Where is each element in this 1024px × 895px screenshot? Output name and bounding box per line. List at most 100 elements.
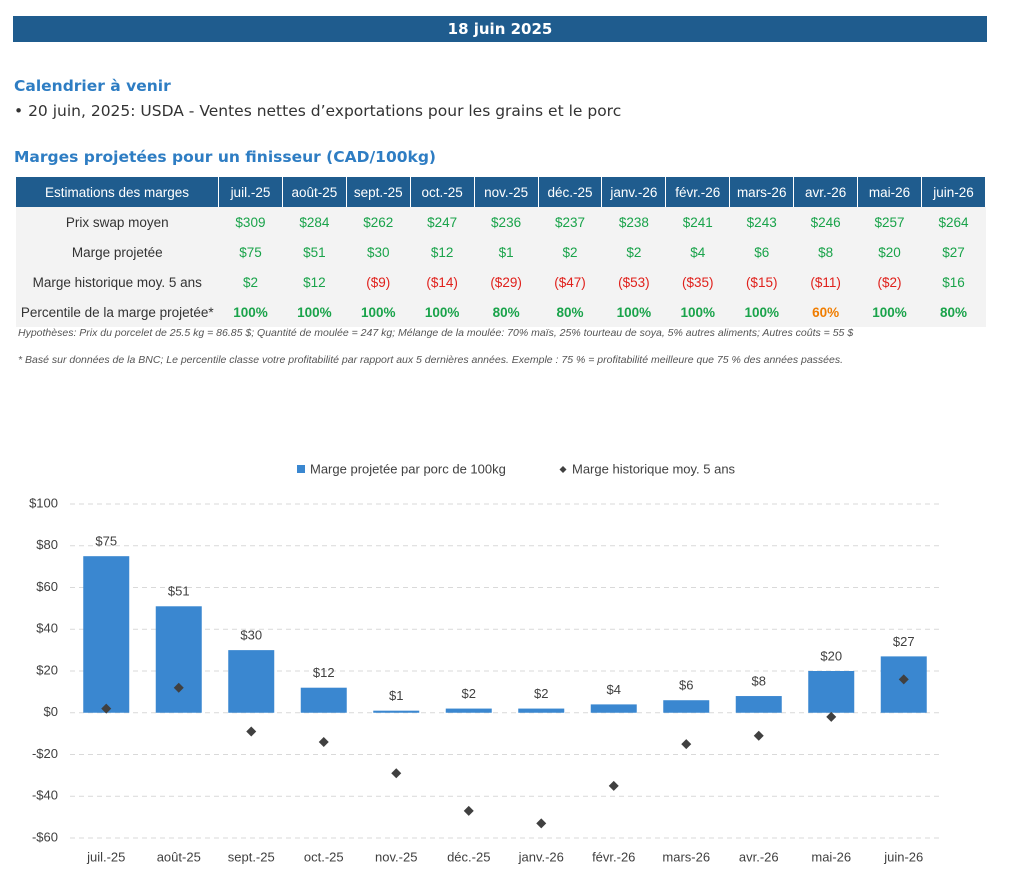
data-label: $75 <box>95 534 117 549</box>
chart: -$60 -$40 -$20 $0 $20 $40 $60 $80 $100 Marge proj… <box>29 461 940 864</box>
header-cell: nov.-25 <box>474 177 539 207</box>
x-tick-label: mars-26 <box>662 849 710 864</box>
cell: 100% <box>218 297 283 327</box>
cell: ($29) <box>474 267 539 297</box>
x-tick-label: juil.-25 <box>86 849 125 864</box>
bar <box>300 687 347 713</box>
cell: 60% <box>793 297 858 327</box>
cell: $247 <box>410 207 475 237</box>
cell: 80% <box>538 297 602 327</box>
cell: $243 <box>729 207 794 237</box>
note: Hypothèses: Prix du porcelet de 25.5 kg … <box>18 327 854 339</box>
marker <box>898 674 909 685</box>
calendar-item: • 20 juin, 2025: USDA - Ventes nettes d’… <box>14 102 622 120</box>
marker <box>681 739 692 750</box>
cell: $284 <box>282 207 347 237</box>
table-row: Marge historique moy. 5 ans $2 $12 ($9) ($14… <box>16 267 986 297</box>
bar <box>735 696 782 713</box>
cell: $246 <box>793 207 858 237</box>
date-banner: 18 juin 2025 <box>13 16 987 42</box>
header-cell: mars-26 <box>729 177 795 207</box>
cell: $264 <box>921 207 986 237</box>
header-cell: sept.-25 <box>346 177 411 207</box>
x-tick-label: mai-26 <box>811 849 851 864</box>
cell: $16 <box>921 267 986 297</box>
x-tick-label: sept.-25 <box>228 849 275 864</box>
cell: $238 <box>601 207 666 237</box>
x-tick-label: janv.-26 <box>518 849 564 864</box>
header-cell: févr.-26 <box>665 177 731 207</box>
x-tick-label: juin-26 <box>883 849 923 864</box>
cell: ($9) <box>346 267 411 297</box>
header-cell: Estimations des marges <box>16 177 219 207</box>
cell: $75 <box>218 237 283 267</box>
data-label: $2 <box>462 686 476 701</box>
bar <box>228 650 275 713</box>
cell: ($47) <box>538 267 602 297</box>
header-row: Estimations des marges juil.-25 août-25 sep… <box>16 177 987 207</box>
data-label: $51 <box>168 584 190 599</box>
marker <box>463 805 474 816</box>
cell: ($53) <box>601 267 666 297</box>
cell: $2 <box>218 267 283 297</box>
margins-table: Estimations des marges juil.-25 août-25 sep… <box>16 177 987 327</box>
marker <box>101 703 112 714</box>
marker <box>608 780 619 791</box>
bar <box>880 656 927 713</box>
cell: $1 <box>474 237 539 267</box>
x-tick-label: févr.-26 <box>592 849 635 864</box>
cell: $51 <box>282 237 347 267</box>
data-label: $1 <box>389 688 403 703</box>
marker <box>753 730 764 741</box>
header-cell: juil.-25 <box>218 177 283 207</box>
header-cell: juin-26 <box>921 177 987 207</box>
y-tick-label: $80 <box>36 537 58 552</box>
cell: 100% <box>282 297 347 327</box>
cell: ($35) <box>665 267 730 297</box>
cell: $6 <box>729 237 794 267</box>
data-label: $30 <box>240 628 262 643</box>
y-tick-label: $100 <box>29 495 58 510</box>
y-tick-label: -$40 <box>32 788 58 803</box>
header-cell: oct.-25 <box>410 177 475 207</box>
cell: 100% <box>601 297 666 327</box>
cell: 80% <box>921 297 986 327</box>
header-cell: mai-26 <box>857 177 922 207</box>
cell: 100% <box>729 297 794 327</box>
x-tick-label: oct.-25 <box>304 849 344 864</box>
cell: $30 <box>346 237 411 267</box>
cell: ($14) <box>410 267 475 297</box>
data-label: $12 <box>313 665 335 680</box>
legend-label: Marge historique moy. 5 ans <box>572 461 736 476</box>
cell: $27 <box>921 237 986 267</box>
table-row: Prix swap moyen $309 $284 $262 $247 $236 $237 $… <box>16 207 986 237</box>
bar <box>518 708 565 713</box>
cell: 100% <box>857 297 922 327</box>
header-cell: déc.-25 <box>538 177 603 207</box>
cell: ($15) <box>729 267 794 297</box>
bar <box>373 710 420 713</box>
row-label: Percentile de la marge projetée* <box>16 297 219 327</box>
marker <box>826 711 837 722</box>
calendar-title: Calendrier à venir <box>14 77 171 95</box>
y-tick-label: $0 <box>44 704 58 719</box>
header-cell: janv.-26 <box>601 177 667 207</box>
data-label: $6 <box>679 678 693 693</box>
margins-title: Marges projetées pour un finisseur (CAD/… <box>14 148 437 166</box>
cell: 100% <box>410 297 475 327</box>
marker <box>318 736 329 747</box>
data-label: $8 <box>752 673 766 688</box>
bar <box>808 671 855 713</box>
y-tick-label: $40 <box>36 621 58 636</box>
cell: $4 <box>665 237 730 267</box>
data-label: $27 <box>893 634 915 649</box>
marker <box>536 818 547 829</box>
bar <box>590 704 637 713</box>
cell: $241 <box>665 207 730 237</box>
cell: ($2) <box>857 267 922 297</box>
x-tick-label: nov.-25 <box>375 849 417 864</box>
cell: $309 <box>218 207 283 237</box>
data-label: $4 <box>607 682 621 697</box>
bar <box>83 556 130 713</box>
note: * Basé sur données de la BNC; Le percent… <box>18 354 844 366</box>
